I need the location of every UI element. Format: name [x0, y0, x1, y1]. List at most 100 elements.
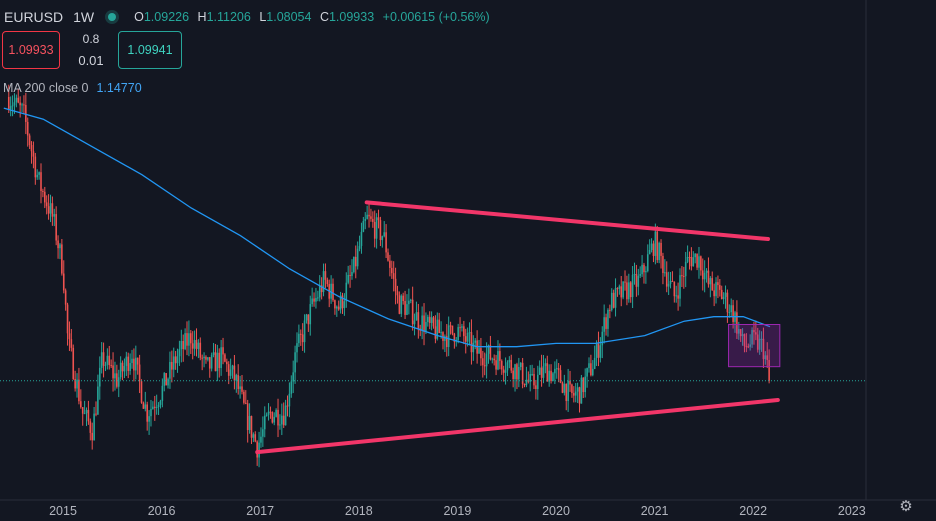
candle	[262, 416, 264, 447]
change-value: +0.00615 (+0.56%)	[382, 10, 490, 24]
candle	[290, 375, 293, 398]
candle	[334, 299, 336, 315]
candle	[641, 255, 643, 277]
candle	[89, 418, 92, 441]
candle	[362, 216, 365, 233]
symbol-name[interactable]: EURUSD	[4, 9, 64, 25]
candle	[599, 337, 602, 363]
candle	[705, 268, 708, 283]
candle	[34, 152, 37, 185]
candle	[244, 390, 247, 405]
candle	[656, 225, 659, 263]
candle	[690, 247, 693, 271]
candle	[504, 357, 507, 385]
candle	[239, 375, 241, 399]
candle	[593, 345, 596, 370]
candle	[561, 381, 564, 394]
candle	[544, 358, 547, 374]
candle	[434, 315, 437, 344]
candle	[525, 366, 528, 388]
candle	[43, 186, 46, 209]
close-value: 1.09933	[328, 10, 375, 24]
ma-label: MA 200 close 0	[3, 81, 89, 95]
candle	[222, 337, 224, 365]
candle	[491, 357, 494, 364]
candle	[394, 267, 397, 305]
candle	[669, 271, 672, 289]
candle	[144, 391, 147, 412]
candle	[694, 252, 696, 264]
lower-trendline[interactable]	[255, 397, 780, 455]
candle	[136, 357, 139, 375]
upper-trendline[interactable]	[364, 200, 770, 242]
candle	[148, 410, 150, 435]
candle	[741, 328, 744, 346]
candle	[15, 94, 18, 108]
candle	[459, 317, 461, 337]
candle	[586, 367, 588, 388]
candle	[72, 344, 75, 381]
x-tick-label: 2015	[49, 504, 77, 518]
candle	[125, 351, 128, 376]
candle	[296, 332, 298, 363]
settings-gear-icon[interactable]: ⚙	[899, 498, 913, 515]
candle	[42, 188, 44, 198]
candle	[294, 345, 296, 384]
candle	[349, 265, 351, 288]
candle	[347, 265, 349, 285]
candle	[381, 235, 384, 248]
candle	[207, 357, 209, 362]
candle	[495, 354, 497, 376]
candle	[243, 389, 245, 405]
candle	[354, 245, 357, 279]
candle	[396, 285, 399, 304]
candle	[326, 277, 329, 287]
candle	[605, 313, 607, 336]
candle	[140, 379, 143, 404]
sell-button[interactable]: 1.09933	[2, 31, 60, 69]
candle	[415, 301, 418, 321]
candle	[409, 298, 412, 304]
candle	[428, 311, 431, 330]
candle	[21, 102, 23, 113]
highlight-rectangle[interactable]	[728, 324, 781, 368]
candle	[468, 322, 471, 346]
candle	[298, 324, 300, 347]
candle	[19, 96, 21, 118]
candle	[565, 383, 568, 411]
candle	[709, 276, 712, 298]
candle	[379, 216, 382, 247]
candle	[665, 261, 668, 293]
candle	[47, 194, 50, 220]
candle	[618, 284, 621, 295]
price-axis-panel[interactable]	[866, 0, 936, 521]
timeframe-label[interactable]: 1W	[73, 9, 95, 25]
candle	[554, 361, 556, 385]
candle	[178, 340, 181, 366]
candle	[169, 351, 171, 389]
buy-button[interactable]: 1.09941	[118, 31, 182, 69]
candle	[193, 330, 196, 356]
ma-indicator-legend[interactable]: MA 200 close 0 1.14770	[3, 81, 142, 95]
candle	[59, 242, 61, 260]
candle	[523, 383, 526, 388]
candle	[559, 365, 562, 384]
quantity-value[interactable]: 0.01	[78, 53, 104, 68]
candle	[624, 270, 626, 291]
candle	[271, 411, 274, 424]
candle	[502, 365, 505, 382]
ma200-line[interactable]	[3, 107, 771, 348]
candle	[766, 342, 769, 369]
candle	[78, 367, 80, 405]
candle	[582, 377, 585, 399]
candle	[233, 354, 236, 390]
candle	[366, 205, 368, 220]
candle	[660, 239, 662, 269]
candle	[28, 133, 31, 149]
candle	[648, 239, 651, 255]
candle	[377, 209, 380, 229]
candle	[588, 357, 590, 373]
candle	[370, 208, 372, 222]
candle	[165, 373, 167, 386]
